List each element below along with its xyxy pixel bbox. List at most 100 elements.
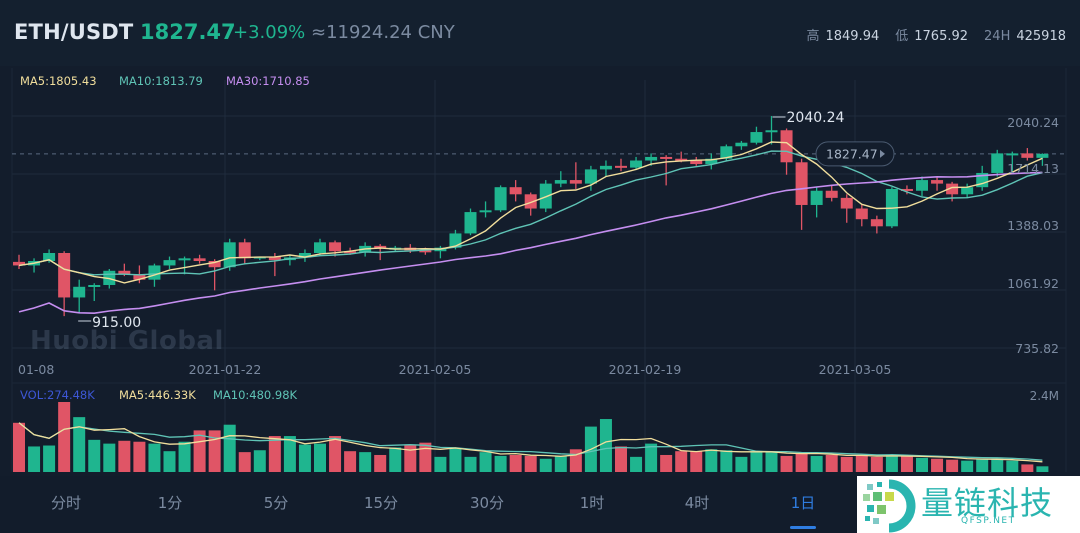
- volume-bar: [449, 448, 462, 472]
- date-axis-label: 2021-01-22: [189, 362, 262, 377]
- candle-body: [750, 132, 763, 143]
- volume-bar: [900, 455, 913, 472]
- vol-ma5-legend: MA5:446.33K: [119, 388, 196, 402]
- candle-body: [133, 274, 146, 280]
- candle-body: [419, 250, 432, 253]
- volume-bar: [103, 443, 116, 472]
- volume-bar: [855, 455, 868, 472]
- candle-body: [599, 165, 612, 170]
- ma10-legend: MA10:1813.79: [119, 74, 203, 88]
- volume-bar: [404, 444, 417, 472]
- volume-bar: [253, 450, 266, 472]
- ma5-line: [18, 141, 1043, 284]
- candle-body: [810, 190, 823, 205]
- volume-bar: [88, 439, 101, 472]
- volume-bar: [314, 443, 326, 472]
- candle-body: [494, 187, 507, 211]
- pair-title[interactable]: ETH/USDT: [14, 20, 134, 44]
- tab-timeline[interactable]: 分时: [50, 494, 82, 512]
- candle-body: [268, 256, 281, 261]
- volume-bar: [720, 450, 733, 472]
- candle-body: [238, 242, 251, 259]
- 24h-stats: 高 1849.94 低 1765.92 24H 425918: [806, 25, 1066, 44]
- volume-bar: [599, 419, 612, 472]
- volume-bar: [750, 451, 763, 472]
- volume-24h-label: 24H: [984, 29, 1011, 44]
- volume-24h-value: 425918: [1016, 29, 1066, 44]
- candle-body: [765, 130, 778, 133]
- candle-body: [660, 156, 673, 159]
- candle-body: [584, 169, 597, 184]
- volume-bar: [690, 451, 703, 472]
- change-percent: +3.09%: [233, 22, 306, 43]
- candle-body: [314, 242, 326, 253]
- tab-4hour[interactable]: 4时: [684, 494, 710, 512]
- volume-bar: [283, 436, 296, 472]
- volume-bar: [675, 451, 688, 472]
- vol-ma10-legend: MA10:480.98K: [213, 388, 298, 402]
- price-axis-label: 1714.13: [1007, 161, 1059, 176]
- volume-bar: [13, 422, 25, 472]
- tab-1day[interactable]: 1日: [790, 494, 816, 512]
- arrow-right-icon: [880, 149, 885, 158]
- volume-bar: [268, 436, 281, 472]
- date-axis-label: 2021-03-05: [819, 362, 892, 377]
- volume-bar: [509, 454, 522, 472]
- volume-ma10-line: [18, 422, 1043, 461]
- candle-body: [13, 261, 25, 266]
- candle-body: [163, 260, 176, 266]
- candle-body: [58, 252, 71, 298]
- volume-ma5-line: [18, 422, 1043, 463]
- candle-body: [148, 265, 161, 280]
- tab-30min[interactable]: 30分: [469, 494, 505, 512]
- volume-axis-max: 2.4M: [1030, 389, 1059, 403]
- volume-bar: [630, 456, 643, 472]
- volume-bar: [1006, 460, 1019, 472]
- candle-body: [554, 180, 567, 184]
- candle-body: [329, 242, 342, 252]
- last-price: 1827.47: [140, 20, 236, 44]
- kline-chart[interactable]: 2040.24 1714.13 1388.03 1061.92 735.82 01-08 2…: [0, 66, 1080, 476]
- volume-bar: [223, 424, 236, 472]
- tab-1hour[interactable]: 1时: [579, 494, 605, 512]
- candle-body: [705, 158, 718, 165]
- volume-bar: [961, 460, 974, 472]
- watermark-subtitle: QFSP.NET: [961, 516, 1016, 526]
- high-value: 1849.94: [825, 29, 880, 44]
- tab-1min[interactable]: 1分: [157, 494, 183, 512]
- candle-body: [178, 258, 191, 261]
- candle-body: [645, 156, 658, 161]
- candle-body: [795, 162, 808, 205]
- tab-5min[interactable]: 5分: [263, 494, 289, 512]
- active-tab-indicator: [790, 526, 816, 529]
- date-axis-label: 2021-02-19: [609, 362, 682, 377]
- volume-bar: [539, 458, 552, 472]
- ma10-line: [18, 150, 1043, 276]
- volume-bar: [374, 454, 387, 472]
- candle-body: [825, 190, 838, 198]
- ma5-legend: MA5:1805.43: [20, 74, 97, 88]
- candlestick-chart[interactable]: 2040.24 1714.13 1388.03 1061.92 735.82 01-08 2…: [0, 66, 1080, 476]
- price-axis-label: 735.82: [1015, 341, 1059, 356]
- volume-bar: [298, 444, 311, 472]
- corner-watermark: 量链科技 QFSP.NET: [857, 476, 1080, 533]
- volume-bar: [118, 440, 131, 472]
- volume-bar: [780, 455, 793, 472]
- volume-bar: [825, 454, 838, 472]
- volume-bar: [870, 456, 883, 472]
- candle-body: [374, 245, 387, 249]
- volume-bar: [615, 446, 627, 472]
- volume-bar: [645, 443, 658, 472]
- candle-body: [931, 180, 944, 184]
- max-price-label: 2040.24: [787, 110, 845, 126]
- tab-15min[interactable]: 15分: [363, 494, 399, 512]
- volume-bar: [991, 458, 1004, 472]
- ma30-legend: MA30:1710.85: [226, 74, 310, 88]
- volume-bar: [58, 402, 71, 472]
- candle-body: [870, 219, 883, 227]
- candle-body: [88, 285, 101, 288]
- volume-bar: [795, 453, 808, 472]
- volume-bar: [73, 417, 86, 472]
- candle-body: [720, 146, 733, 159]
- volume-bar: [885, 454, 898, 472]
